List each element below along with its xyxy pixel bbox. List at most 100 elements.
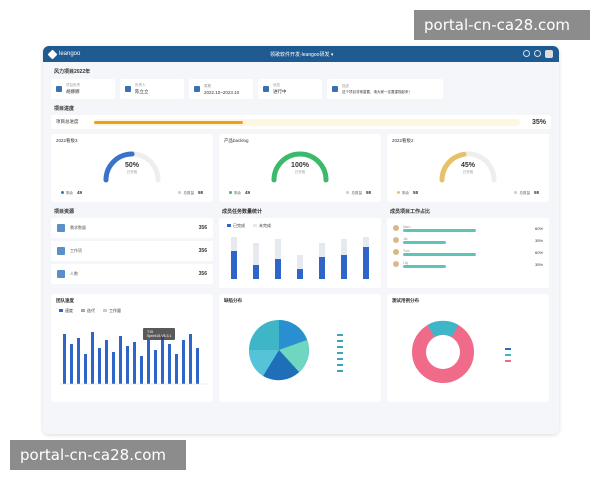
bar-bg — [297, 255, 303, 279]
defects-panel: 缺陷分布 — [219, 294, 381, 402]
top-bar: leangoo 领歌软件开发-leangoo研发 ▾ — [43, 46, 559, 62]
bar — [119, 336, 122, 384]
member-progress-panel: 成员项目工作占比 Nam 60% Jia 35% Tom 60% Lily 35% — [387, 208, 549, 288]
info-card-desc: 描述 这个项目非常重要，请大家一定要重视起来！ — [327, 79, 443, 99]
gauge-percent: 50% — [124, 162, 139, 169]
gauge-card-2[interactable]: 产品backlog 100% 已完成 剩余 49 总数量 98 — [219, 134, 381, 202]
bar — [189, 334, 192, 384]
gauge-subtitle: 已完成 — [126, 170, 138, 174]
member-row: Jia 35% — [387, 234, 549, 246]
member-progress-bar — [403, 240, 446, 244]
resource-workitems[interactable]: 工作项 356 — [51, 241, 213, 261]
project-switcher[interactable]: 领歌软件开发-leangoo研发 ▾ — [269, 51, 334, 58]
logo[interactable]: leangoo — [47, 49, 81, 59]
watermark-top: portal-cn-ca28.com — [414, 10, 590, 40]
resources-panel: 项目资源 需求数量 356 工作项 356 人数 356 — [51, 208, 213, 288]
users-icon — [57, 270, 65, 278]
member-avatar — [393, 225, 399, 231]
resource-members[interactable]: 人数 356 — [51, 264, 213, 284]
gauge-title: 2022看板2 — [392, 138, 414, 143]
bar — [319, 257, 325, 279]
member-progress-bar — [403, 264, 446, 268]
bar — [84, 354, 87, 384]
project-title: 领歌软件开发-leangoo研发 — [269, 51, 330, 58]
bar — [105, 340, 108, 384]
legend-done: 已完成 — [227, 223, 245, 229]
gauge-title: 2022看板3 — [56, 138, 78, 143]
bar — [91, 332, 94, 384]
logo-text: leangoo — [59, 51, 81, 57]
bar — [175, 354, 178, 384]
legend-undone: 未完成 — [253, 223, 271, 229]
avatar[interactable] — [545, 50, 553, 58]
watermark-bottom: portal-cn-ca28.com — [10, 440, 186, 470]
progress-section-title: 项目进度 — [54, 106, 75, 112]
total-progress: 项目总进度 35% — [51, 115, 551, 129]
hourglass-icon — [194, 86, 200, 92]
bar — [253, 265, 259, 279]
bar — [231, 251, 237, 279]
progress-value: 35% — [531, 118, 546, 126]
member-avatar — [393, 237, 399, 243]
bar — [168, 344, 171, 384]
bar — [154, 350, 157, 384]
bar — [77, 338, 80, 384]
info-card-status: 状态 进行中 — [258, 79, 322, 99]
info-card-period: 周期 2022.10~2023.10 — [189, 79, 253, 99]
bar — [147, 340, 150, 384]
dashboard-window: leangoo 领歌软件开发-leangoo研发 ▾ 风力项目2022年 项目负… — [43, 46, 559, 434]
member-row: Nam 60% — [387, 222, 549, 234]
bar — [70, 344, 73, 384]
gauge-subtitle: 已完成 — [462, 170, 474, 174]
bar — [196, 348, 199, 384]
bar — [112, 352, 115, 384]
defects-pie — [248, 320, 343, 381]
gauge-card-3[interactable]: 2022看板2 45% 已完成 剩余 58 总数量 98 — [387, 134, 549, 202]
project-name: 风力项目2022年 — [54, 69, 91, 75]
gauge-2 — [271, 151, 329, 183]
bar — [98, 348, 101, 384]
progress-fill — [94, 120, 244, 124]
member-row: Lily 35% — [387, 258, 549, 270]
gauge-3 — [439, 151, 497, 183]
bar — [341, 255, 347, 279]
folder-icon — [56, 86, 62, 92]
resource-requirements[interactable]: 需求数量 356 — [51, 218, 213, 238]
gauge-percent: 45% — [460, 162, 475, 169]
gauge-percent: 100% — [291, 162, 309, 169]
bar — [161, 336, 164, 384]
gauge-title: 产品backlog — [224, 138, 249, 143]
info-card-owner: 负责人 陈立立 — [120, 79, 184, 99]
tasks-icon — [57, 247, 65, 255]
member-avatar — [393, 261, 399, 267]
pie-slice — [279, 340, 309, 372]
settings-icon[interactable] — [523, 50, 530, 57]
status-icon — [263, 86, 269, 92]
member-avatar — [393, 249, 399, 255]
member-stats-panel: 成员任务数量统计 已完成 未完成 — [219, 208, 381, 288]
edit-icon — [332, 86, 338, 92]
team-speed-chart — [59, 332, 207, 385]
user-icon — [125, 86, 131, 92]
gauge-card-1[interactable]: 2022看板3 50% 已完成 剩余 49 总数量 98 — [51, 134, 213, 202]
bar — [297, 269, 303, 279]
member-progress-bar — [403, 252, 477, 256]
member-bar-chart — [231, 237, 369, 279]
bar — [182, 340, 185, 384]
leangoo-logo-icon — [47, 49, 58, 59]
speed-tooltip: T15 Sprint15-V8.3.1 — [143, 328, 176, 340]
info-card-lead: 项目负责 胡娜娜 — [51, 79, 115, 99]
bar-bg — [253, 243, 259, 279]
bar — [140, 356, 143, 384]
gauge-1 — [103, 151, 161, 183]
bar — [133, 342, 136, 384]
gauge-subtitle: 已完成 — [294, 170, 306, 174]
progress-track — [94, 118, 520, 126]
bar — [126, 346, 129, 384]
notification-icon[interactable] — [534, 50, 541, 57]
layers-icon — [57, 224, 65, 232]
pie-slice — [263, 350, 299, 381]
bar — [363, 247, 369, 279]
donut-slice — [427, 320, 459, 338]
bar — [275, 259, 281, 279]
